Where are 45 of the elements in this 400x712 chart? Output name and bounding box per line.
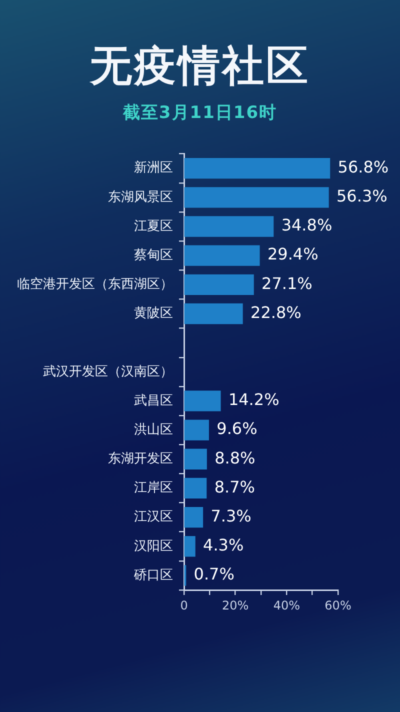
- data-label: 29.4%: [267, 244, 318, 264]
- data-label: 56.3%: [336, 186, 388, 206]
- x-tick-label: 0: [180, 598, 188, 612]
- data-label: 56.8%: [338, 157, 389, 176]
- bar: [184, 245, 260, 266]
- bar: [184, 478, 207, 499]
- y-tick-label: 武昌区: [134, 393, 173, 408]
- bar: [184, 448, 207, 470]
- y-tick-label: 江岸区: [134, 480, 173, 496]
- data-label: 7.3%: [210, 506, 252, 526]
- data-label: 0.7%: [194, 564, 234, 584]
- y-tick-label: 新洲区: [134, 160, 173, 176]
- data-label: 27.1%: [262, 274, 312, 293]
- bar: [184, 303, 243, 324]
- x-tick-label: 40%: [273, 598, 300, 612]
- y-tick-label: 东湖风景区: [108, 190, 173, 205]
- y-tick-label: 临空港开发区（东西湖区）: [17, 277, 173, 292]
- chart-title: 无疫情社区: [88, 41, 311, 90]
- data-label: 4.3%: [203, 536, 244, 555]
- bar: [184, 536, 196, 557]
- bar: [184, 216, 274, 237]
- y-tick-label: 硚口区: [133, 568, 173, 583]
- bar: [184, 420, 209, 440]
- data-label: 9.6%: [216, 419, 258, 438]
- x-tick-label: 60%: [324, 598, 352, 612]
- bar: [184, 390, 221, 412]
- bar: [184, 274, 254, 295]
- data-label: 8.7%: [214, 477, 255, 496]
- bar: [184, 187, 329, 208]
- y-tick-label: 黄陂区: [134, 306, 173, 322]
- y-tick-label: 东湖开发区: [108, 452, 173, 467]
- data-label: 22.8%: [250, 302, 302, 322]
- data-label: 14.2%: [228, 390, 280, 410]
- bar: [184, 158, 330, 179]
- y-tick-label: 武汉开发区（汉南区）: [43, 364, 173, 380]
- y-tick-label: 江汉区: [134, 510, 173, 525]
- x-tick-label: 20%: [222, 598, 249, 612]
- data-label: 34.8%: [281, 216, 332, 235]
- data-label: 8.8%: [214, 448, 256, 468]
- y-tick-label: 江夏区: [134, 218, 173, 234]
- bar: [184, 506, 204, 528]
- chart-subtitle: 截至3月11日16时: [122, 102, 278, 124]
- y-tick-label: 汉阳区: [134, 538, 173, 554]
- y-tick-label: 蔡甸区: [134, 248, 173, 263]
- y-tick-label: 洪山区: [134, 422, 173, 438]
